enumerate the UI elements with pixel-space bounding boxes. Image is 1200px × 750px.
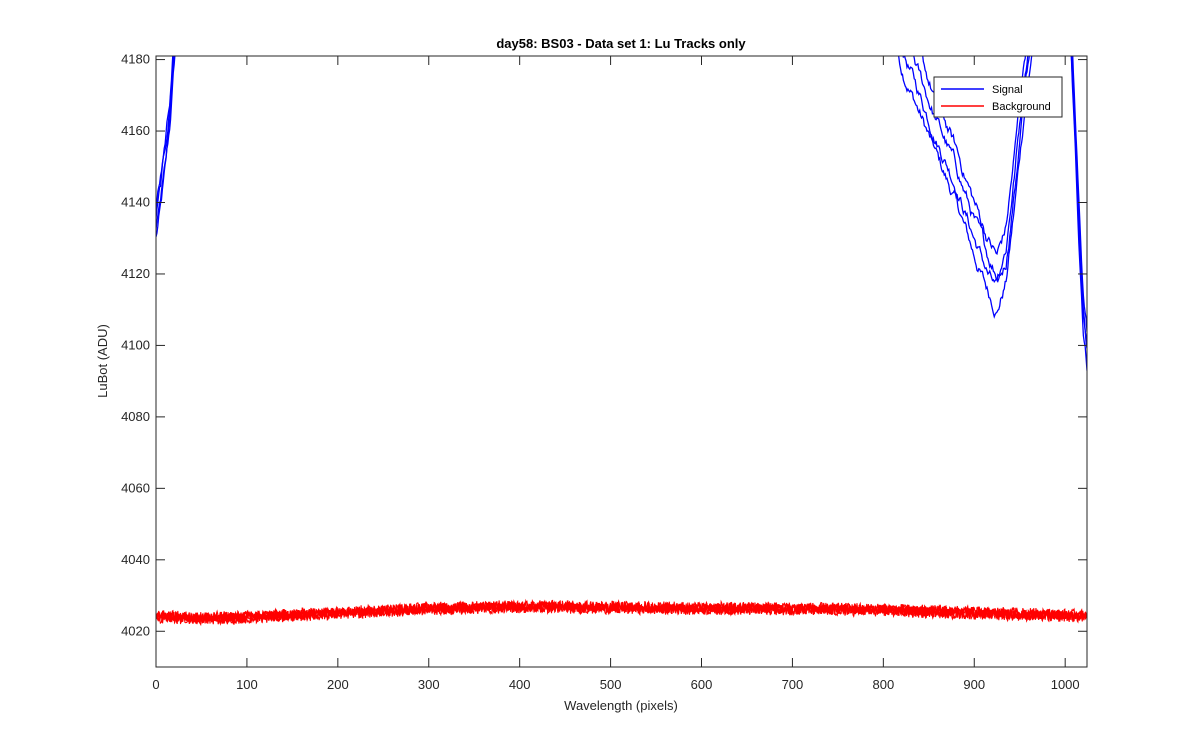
series-line-signal (156, 56, 175, 219)
x-tick-label: 300 (418, 677, 440, 692)
series-group (156, 56, 1087, 627)
y-axis: 4020 4040 4060 4080 4100 4120 4140 4160 4180 (121, 52, 1087, 638)
y-tick-label: 4140 (121, 194, 150, 209)
plot-area-border (155, 55, 1088, 668)
y-axis-label: LuBot (ADU) (95, 324, 110, 398)
series-line-signal (1072, 56, 1087, 332)
chart-title: day58: BS03 - Data set 1: Lu Tracks only (496, 36, 746, 51)
legend-box (933, 76, 1063, 118)
series-line-signal (902, 56, 1030, 284)
series-line-signal (156, 56, 175, 230)
series-line-signal (1071, 56, 1087, 342)
series-line-signal (922, 56, 1027, 255)
y-tick-label: 4180 (121, 52, 150, 67)
x-axis-label: Wavelength (pixels) (564, 698, 678, 713)
y-tick-label: 4160 (121, 123, 150, 138)
x-tick-label: 500 (600, 677, 622, 692)
series-line-signal (896, 56, 1077, 319)
series-signal (156, 56, 1087, 371)
y-tick-label: 4120 (121, 266, 150, 281)
x-tick-label: 600 (691, 677, 713, 692)
series-line-signal (156, 56, 176, 237)
x-tick-label: 900 (963, 677, 985, 692)
x-tick-label: 400 (509, 677, 531, 692)
series-background (156, 598, 1087, 627)
y-tick-label: 4080 (121, 409, 150, 424)
legend-label-background: Background (992, 101, 1051, 113)
x-tick-label: 800 (872, 677, 894, 692)
legend-label-signal: Signal (992, 84, 1023, 96)
y-tick-label: 4020 (121, 623, 150, 638)
x-tick-label: 1000 (1051, 677, 1080, 692)
x-tick-label: 200 (327, 677, 349, 692)
x-tick-label: 0 (152, 677, 159, 692)
plot-area-background (156, 56, 1087, 667)
series-line-background (156, 599, 1087, 623)
y-tick-label: 4100 (121, 337, 150, 352)
series-line-signal (913, 56, 1029, 283)
y-tick-label: 4060 (121, 480, 150, 495)
series-line-signal (156, 56, 174, 209)
x-axis: 0 100 200 300 400 500 600 700 800 900 1000 (152, 56, 1080, 692)
x-tick-label: 100 (236, 677, 258, 692)
y-tick-label: 4040 (121, 552, 150, 567)
x-tick-label: 700 (782, 677, 804, 692)
legend: Signal Background (933, 76, 1063, 118)
